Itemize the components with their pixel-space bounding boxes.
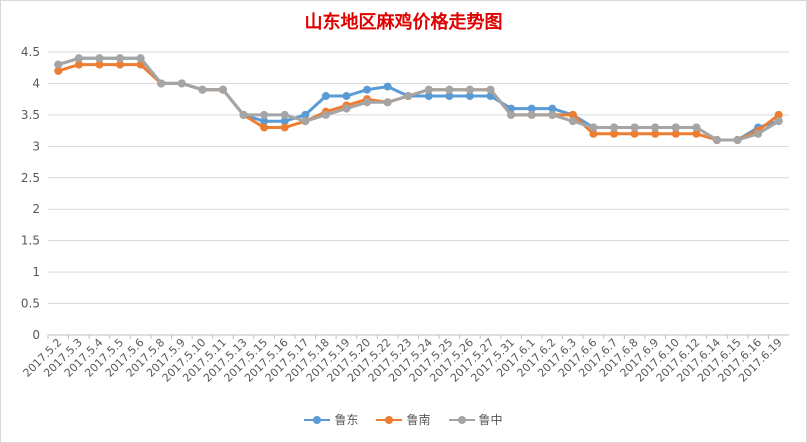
data-point <box>733 136 742 145</box>
data-point <box>116 60 125 69</box>
y-tick-label: 2.5 <box>21 171 40 185</box>
data-point <box>260 110 269 119</box>
legend-swatch <box>304 415 331 425</box>
data-point <box>177 79 186 88</box>
data-point <box>136 54 145 63</box>
data-point <box>74 54 83 63</box>
data-point <box>342 104 351 113</box>
y-tick-label: 2 <box>32 202 40 216</box>
data-point <box>692 123 701 132</box>
data-point <box>280 123 289 132</box>
legend-item: 鲁中 <box>448 411 503 428</box>
chart-title: 山东地区麻鸡价格走势图 <box>304 12 503 33</box>
legend-label: 鲁南 <box>406 413 431 427</box>
y-tick-label: 4.5 <box>21 45 40 59</box>
data-point <box>239 110 248 119</box>
data-point <box>54 66 63 75</box>
data-point <box>404 92 413 101</box>
data-point <box>671 123 680 132</box>
data-point <box>465 85 474 94</box>
data-point <box>95 60 104 69</box>
gridlines <box>48 51 789 336</box>
data-point <box>342 92 351 101</box>
data-point <box>507 110 516 119</box>
legend-swatch <box>448 415 475 425</box>
data-point <box>95 54 104 63</box>
data-point <box>260 117 269 126</box>
y-tick-label: 0.5 <box>21 297 40 311</box>
data-point <box>527 110 536 119</box>
y-tick-label: 3 <box>32 139 40 153</box>
data-point <box>548 104 557 113</box>
data-point <box>651 129 660 138</box>
series-2 <box>54 60 783 145</box>
data-point <box>301 117 310 126</box>
data-point <box>527 104 536 113</box>
data-point <box>712 136 721 145</box>
series-lines <box>54 54 783 145</box>
data-point <box>651 123 660 132</box>
data-point <box>568 110 577 119</box>
y-tick-label: 4 <box>32 76 40 90</box>
data-point <box>630 129 639 138</box>
data-point <box>74 60 83 69</box>
data-point <box>363 98 372 107</box>
data-point <box>157 79 166 88</box>
data-point <box>568 117 577 126</box>
y-tick-label: 0 <box>32 328 40 342</box>
series-3 <box>54 54 783 145</box>
data-point <box>610 123 619 132</box>
data-point <box>692 129 701 138</box>
data-point <box>424 85 433 94</box>
data-point <box>486 85 495 94</box>
legend-swatch <box>376 415 403 425</box>
data-point <box>383 82 392 91</box>
legend-label: 鲁中 <box>478 413 503 427</box>
data-point <box>198 85 207 94</box>
data-point <box>774 117 783 126</box>
series-line <box>57 56 780 142</box>
data-point <box>445 85 454 94</box>
legend-item: 鲁东 <box>304 411 358 428</box>
y-axis-tick-labels: 0 0.5 1 1.5 2 2.5 3 3.5 4 4.5 <box>21 45 40 342</box>
data-point <box>280 117 289 126</box>
data-point <box>321 92 330 101</box>
data-point <box>116 54 125 63</box>
y-tick-label: 1 <box>32 265 40 279</box>
data-point <box>445 92 454 101</box>
y-tick-label: 1.5 <box>21 234 40 248</box>
data-point <box>363 85 372 94</box>
legend: 鲁东 鲁南 鲁中 <box>0 411 807 428</box>
legend-label: 鲁东 <box>334 413 359 427</box>
data-point <box>280 110 289 119</box>
data-point <box>610 129 619 138</box>
y-tick-label: 3.5 <box>21 108 40 122</box>
legend-item: 鲁南 <box>376 411 431 428</box>
data-point <box>260 123 269 132</box>
data-point <box>465 92 474 101</box>
data-point <box>671 129 680 138</box>
data-point <box>218 85 227 94</box>
data-point <box>54 60 63 69</box>
data-point <box>754 129 763 138</box>
data-point <box>548 110 557 119</box>
data-point <box>301 110 310 119</box>
data-point <box>589 129 598 138</box>
data-point <box>424 92 433 101</box>
x-axis-tick-labels: 2017.5.22017.5.32017.5.42017.5.52017.5.6… <box>21 335 785 385</box>
data-point <box>774 110 783 119</box>
data-point <box>321 110 330 119</box>
data-point <box>630 123 639 132</box>
data-point <box>589 123 598 132</box>
data-point <box>383 98 392 107</box>
